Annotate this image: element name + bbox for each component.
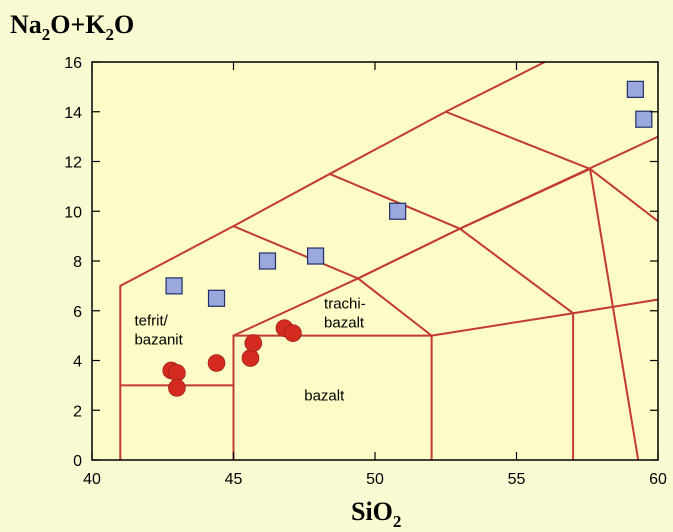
field-boundary-line: [119, 62, 546, 460]
data-point-circle: [168, 364, 186, 382]
y-tick-label: 8: [73, 254, 82, 271]
data-point-circle: [207, 354, 226, 372]
y-tick-label: 4: [73, 354, 82, 371]
x-tick-label: 45: [225, 471, 243, 488]
y-tick-label: 6: [73, 304, 82, 321]
y-tick-label: 2: [73, 403, 82, 420]
field-labels: tefrit/bazanit trachi-bazalt bazalt: [134, 295, 365, 404]
plot-area: [92, 62, 658, 460]
field-boundary-line: [589, 168, 640, 460]
data-point-circle: [241, 349, 260, 367]
field-label: trachi-bazalt: [324, 295, 366, 331]
field-boundary-line: [232, 334, 433, 460]
data-point-circle: [284, 324, 302, 342]
y-tick-label: 12: [64, 155, 82, 172]
data-point-square: [207, 289, 226, 307]
y-tick-label: 10: [64, 204, 82, 221]
data-point-square: [258, 252, 277, 270]
field-boundary-line: [431, 312, 574, 337]
data-point-square: [635, 110, 653, 128]
data-point-square: [306, 247, 325, 265]
field-boundary-line: [445, 110, 591, 170]
x-tick-label: 50: [366, 471, 384, 488]
field-label: tefrit/bazanit: [134, 313, 183, 349]
field-label: bazalt: [304, 387, 345, 404]
x-tick-label: 55: [508, 471, 526, 488]
data-point-square: [389, 202, 407, 220]
y-tick-label: 14: [64, 105, 82, 122]
x-axis-label: SiO2: [351, 497, 401, 531]
data-point-circle: [244, 334, 263, 352]
y-tick-label: 16: [64, 55, 82, 72]
axis-ticks: 40 45 50 55 60 0 2 4 6 8 10 12 14 16: [64, 55, 667, 488]
x-tick-label: 60: [649, 471, 667, 488]
x-tick-label: 40: [83, 471, 101, 488]
field-boundary-line: [329, 173, 461, 230]
y-tick-label: 0: [73, 453, 82, 470]
data-point-square: [626, 80, 644, 98]
data-point-square: [165, 277, 183, 295]
data-point-circle: [168, 379, 186, 397]
y-axis-label: Na2O+K2O: [10, 10, 134, 44]
field-boundary-line: [459, 135, 658, 230]
data-points: [162, 80, 653, 397]
